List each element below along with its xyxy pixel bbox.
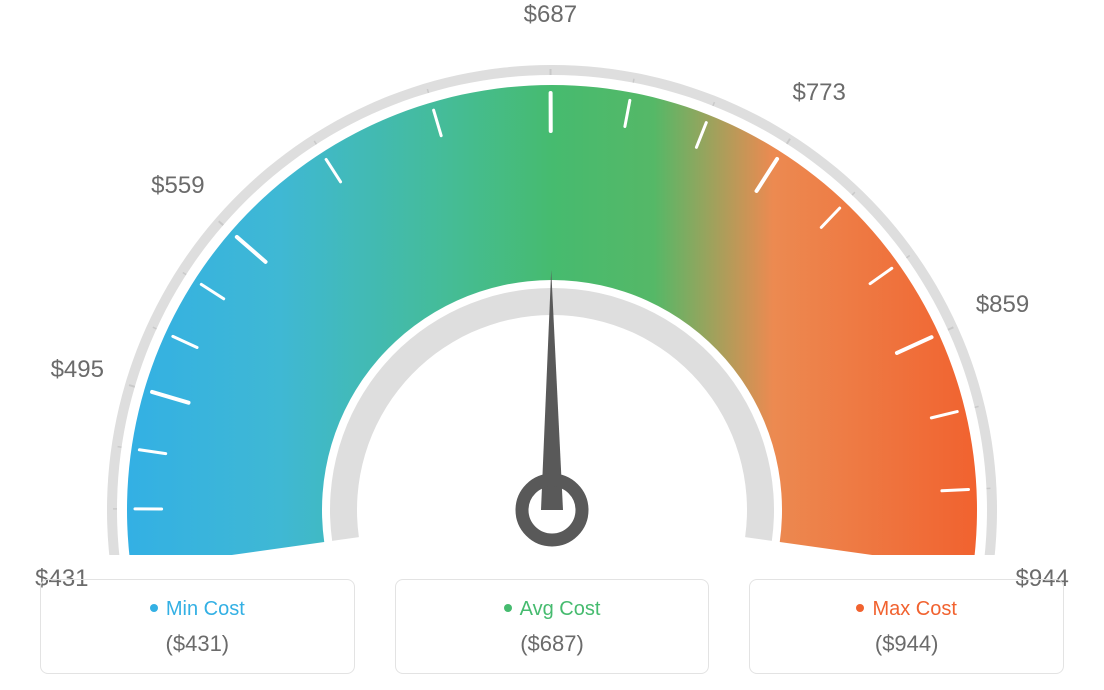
max-cost-title: Max Cost xyxy=(760,598,1053,621)
gauge-tick-label: $559 xyxy=(151,172,204,200)
avg-cost-value: ($687) xyxy=(406,631,699,657)
legend-row: Min Cost ($431) Avg Cost ($687) Max Cost… xyxy=(0,579,1104,674)
avg-cost-title: Avg Cost xyxy=(406,598,699,621)
max-cost-value: ($944) xyxy=(760,631,1053,657)
avg-cost-dot xyxy=(504,604,512,612)
min-cost-dot xyxy=(150,604,158,612)
max-cost-label: Max Cost xyxy=(872,598,956,620)
gauge-tick-label: $773 xyxy=(792,79,845,107)
min-cost-title: Min Cost xyxy=(51,598,344,621)
cost-gauge: $431$495$559$687$773$859$944 xyxy=(0,0,1104,555)
gauge-tick-label: $495 xyxy=(51,356,104,384)
avg-cost-card: Avg Cost ($687) xyxy=(395,579,710,674)
gauge-svg xyxy=(0,0,1104,555)
gauge-tick-label: $687 xyxy=(524,1,577,29)
gauge-tick-label: $859 xyxy=(976,291,1029,319)
min-cost-label: Min Cost xyxy=(166,598,245,620)
max-cost-dot xyxy=(856,604,864,612)
max-cost-card: Max Cost ($944) xyxy=(749,579,1064,674)
min-cost-card: Min Cost ($431) xyxy=(40,579,355,674)
avg-cost-label: Avg Cost xyxy=(520,598,601,620)
min-cost-value: ($431) xyxy=(51,631,344,657)
